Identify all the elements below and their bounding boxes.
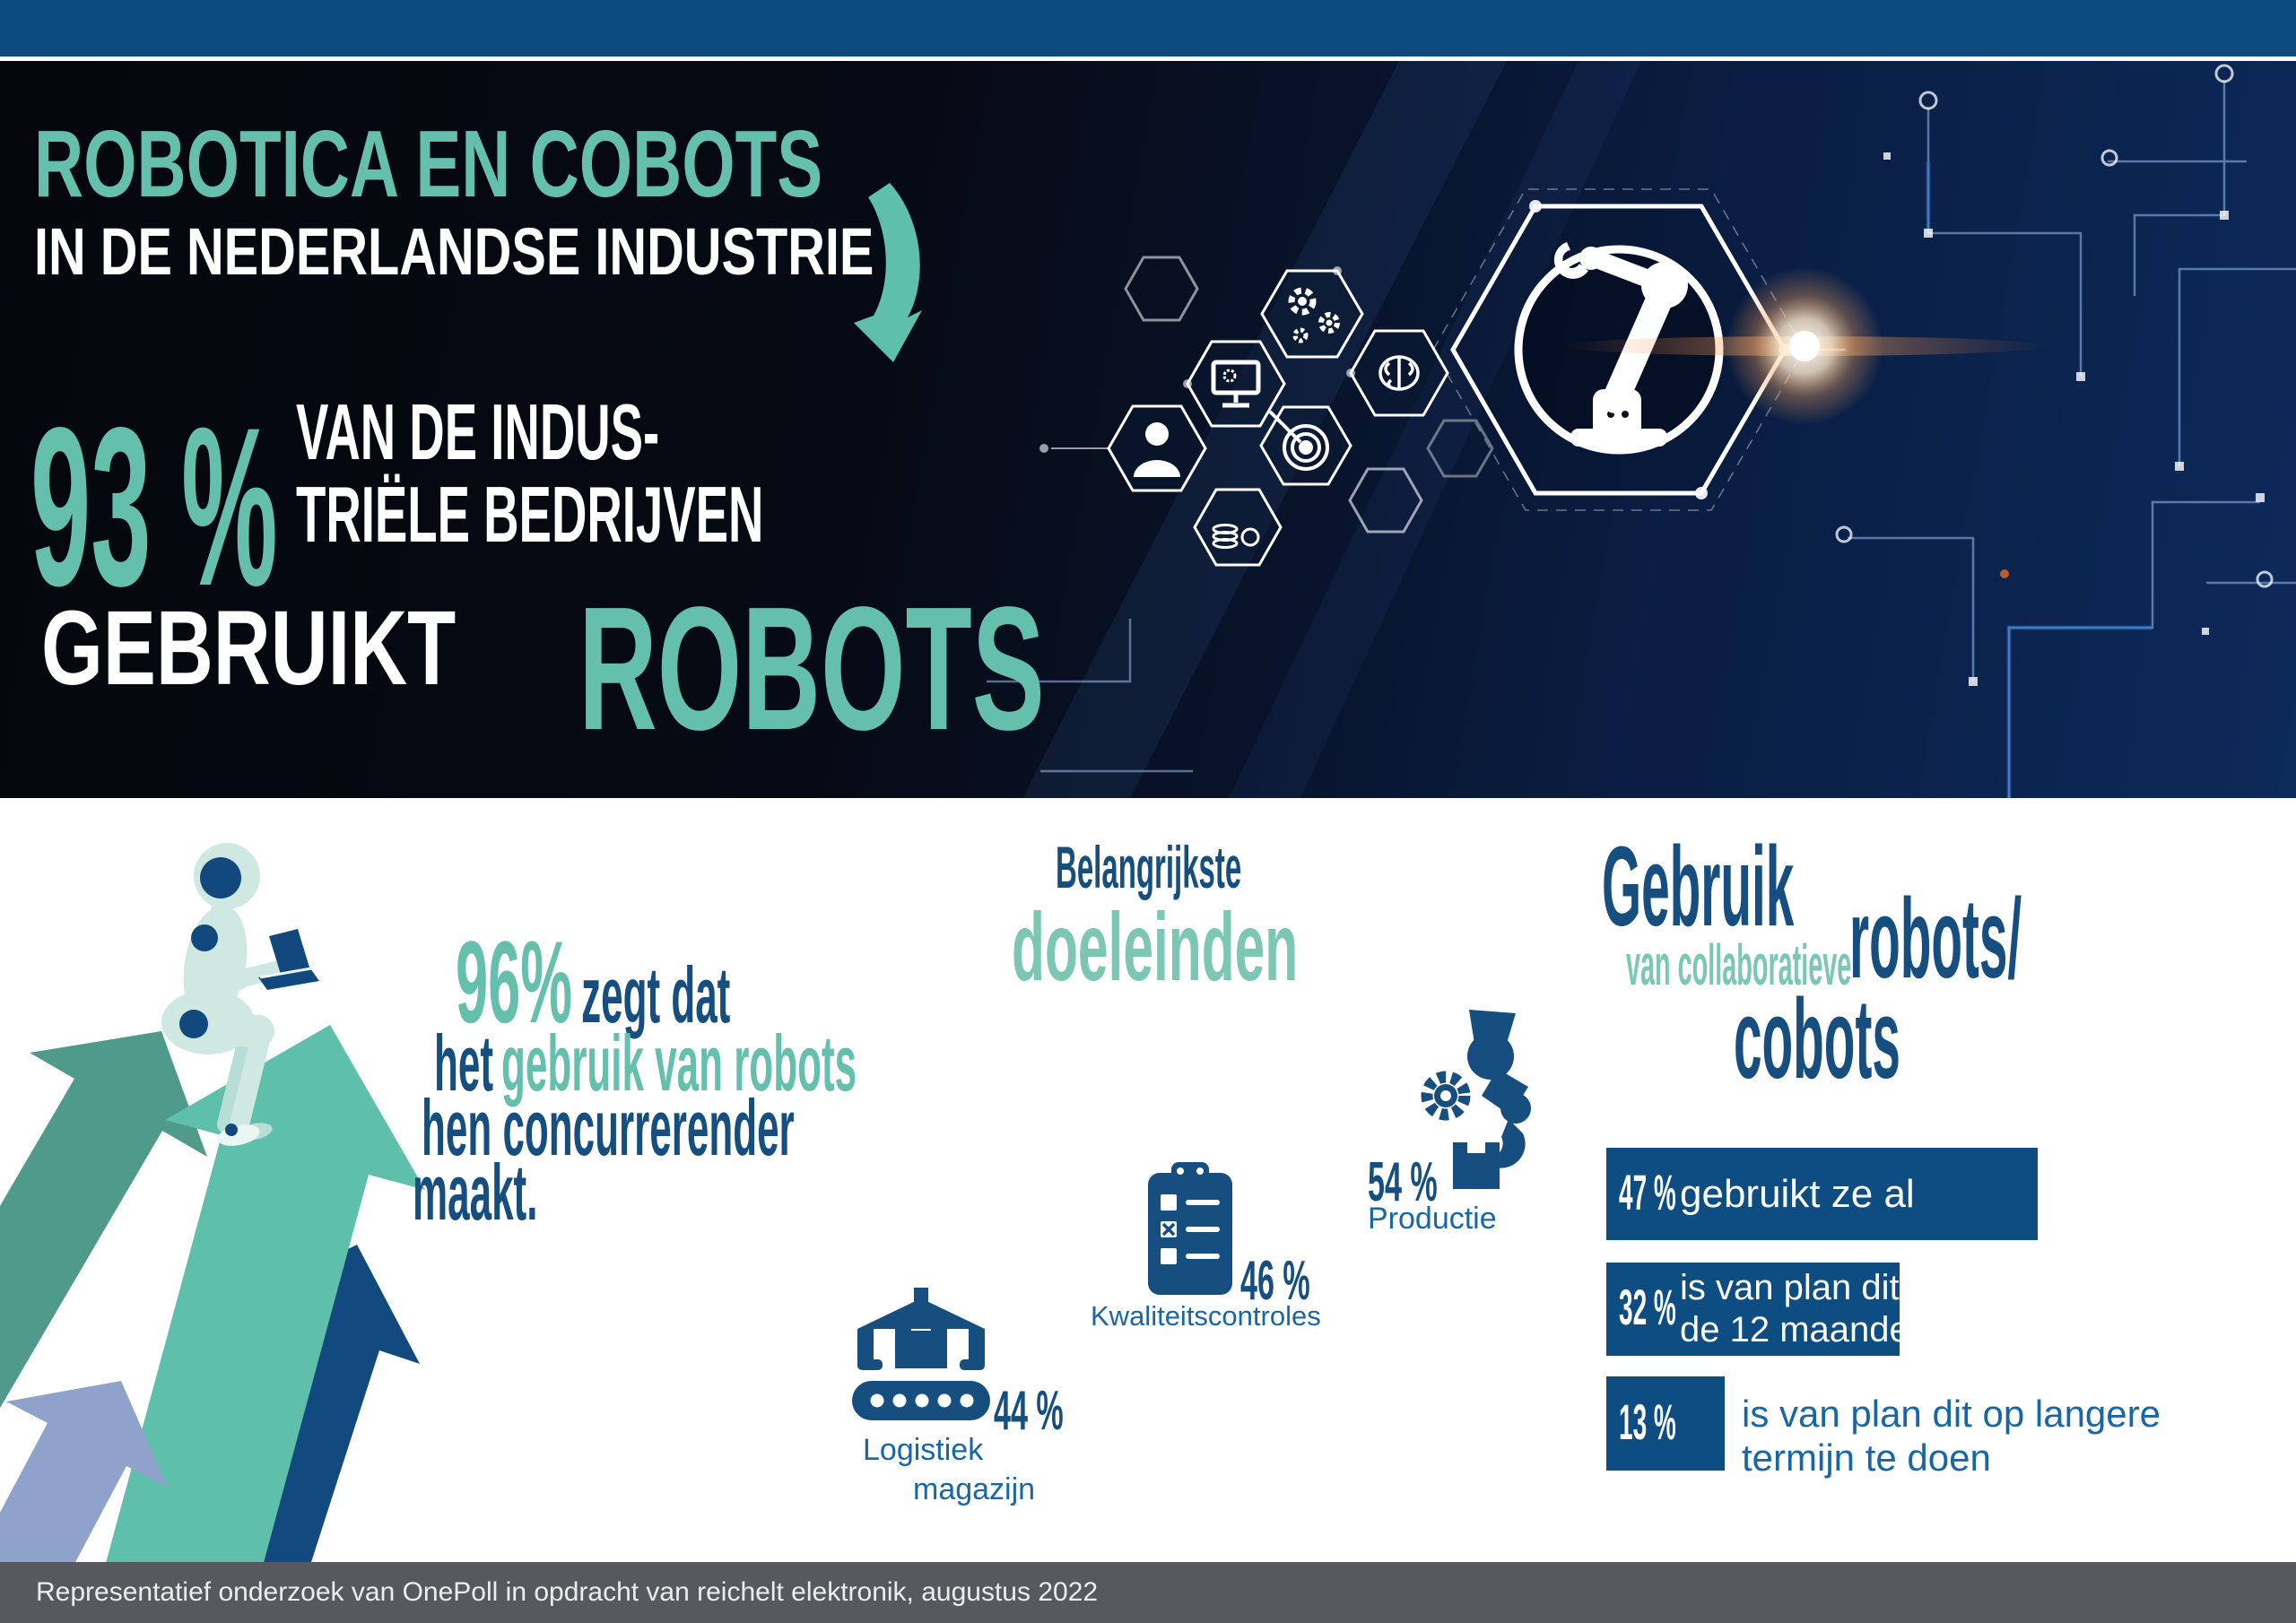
cobots-bar-47-value: 47 %	[1619, 1163, 1676, 1220]
stat-93-value: 93 %	[30, 381, 278, 633]
cobots-bar-13-label-line1: is van plan dit op langere	[1742, 1393, 2161, 1435]
cobots-bar-47: 47 % gebruikt ze al	[1606, 1148, 2038, 1240]
footer-bar: Representatief onderzoek van OnePoll in …	[0, 1562, 2296, 1623]
stat-93-highlight: ROBOTS	[578, 570, 1045, 767]
cobots-bar-32-label-line1: is van plan dit in de komen-	[1680, 1268, 2117, 1307]
cobots-heading-word3: cobots	[1734, 976, 1900, 1102]
cobots-bar-13-value: 13 %	[1619, 1393, 1676, 1450]
cobots-heading-word2: robots/	[1849, 875, 2022, 1002]
stat-93-text-line2: TRIËLE BEDRIJVEN	[296, 470, 764, 559]
stat-96-value: 96%	[456, 916, 573, 1047]
competitive-line1-rest: zegt dat	[581, 950, 731, 1039]
purpose-logistiek-label-line1: Logistiek	[863, 1433, 984, 1467]
page-subtitle: IN DE NEDERLANDSE INDUSTRIE	[34, 214, 874, 289]
logistics-conveyor-icon	[852, 1288, 990, 1420]
cobots-bar-32-value: 32 %	[1619, 1278, 1676, 1335]
curved-arrow-icon	[854, 183, 922, 362]
production-robot-icon	[1421, 1010, 1531, 1189]
brain-icon	[1378, 355, 1420, 391]
competitive-line1: 96% zegt dat	[456, 924, 730, 1040]
sitting-robot-figure	[161, 843, 319, 1146]
target-icon	[1268, 410, 1329, 471]
circuit-tech-graphic	[987, 61, 2296, 798]
cobots-bar-47-label: gebruikt ze al	[1680, 1171, 1915, 1216]
growth-arrows-graphic	[0, 843, 425, 1562]
cobots-bar-13-label: is van plan dit op langere termijn te do…	[1742, 1392, 2161, 1480]
competitive-line3: hen concurrerender	[422, 1083, 795, 1172]
cobots-heading-word1: Gebruik	[1602, 823, 1795, 950]
purpose-productie-label: Productie	[1368, 1202, 1497, 1236]
cobots-heading-teal: van collaboratieve	[1626, 933, 1852, 997]
page-title: ROBOTICA EN COBOTS	[34, 111, 823, 217]
purposes-heading-line1: Belangrijkste	[1056, 834, 1242, 900]
cobots-bar-32-label-line2: de 12 maanden te doen	[1680, 1310, 2059, 1350]
competitive-line4: maakt.	[413, 1148, 538, 1237]
stat-93-text: VAN DE INDUS- TRIËLE BEDRIJVEN	[296, 393, 1050, 554]
stat-93-prefix: GEBRUIKT	[41, 589, 457, 707]
hero-header: ROBOTICA EN COBOTS IN DE NEDERLANDSE IND…	[0, 61, 2296, 798]
cobots-bar-13-label-line2: termijn te doen	[1742, 1436, 1991, 1479]
purpose-logistiek-value: 44 %	[994, 1380, 1064, 1442]
monitor-icon	[1211, 360, 1261, 408]
gears-icon	[1288, 287, 1340, 343]
footer-source-text: Representatief onderzoek van OnePoll in …	[36, 1577, 1099, 1607]
top-accent-bar	[0, 0, 2296, 56]
purposes-heading-line2: doeleinden	[1012, 892, 1299, 1001]
competitive-line2: het gebruik van robots	[434, 1024, 857, 1103]
coins-icon	[1212, 524, 1260, 549]
purpose-kwaliteit-label: Kwaliteitscontroles	[1091, 1300, 1321, 1332]
cobots-bar-32-label: is van plan dit in de komen- de 12 maand…	[1680, 1267, 2117, 1351]
cobots-bar-32: 32 % is van plan dit in de komen- de 12 …	[1606, 1263, 2117, 1356]
cobots-bar-13: 13 %	[1606, 1376, 1725, 1471]
purpose-productie-value: 54 %	[1368, 1151, 1438, 1213]
stat-93-text-line1: VAN DE INDUS-	[296, 387, 660, 476]
competitive-line2-dark: het	[434, 1019, 493, 1107]
purpose-kwaliteit-value: 46 %	[1240, 1250, 1310, 1312]
person-icon	[1134, 422, 1180, 477]
competitive-line2-teal: gebruik van robots	[501, 1019, 857, 1107]
purpose-logistiek-label-line2: magazijn	[913, 1472, 1036, 1506]
quality-checklist-icon	[1148, 1162, 1232, 1295]
